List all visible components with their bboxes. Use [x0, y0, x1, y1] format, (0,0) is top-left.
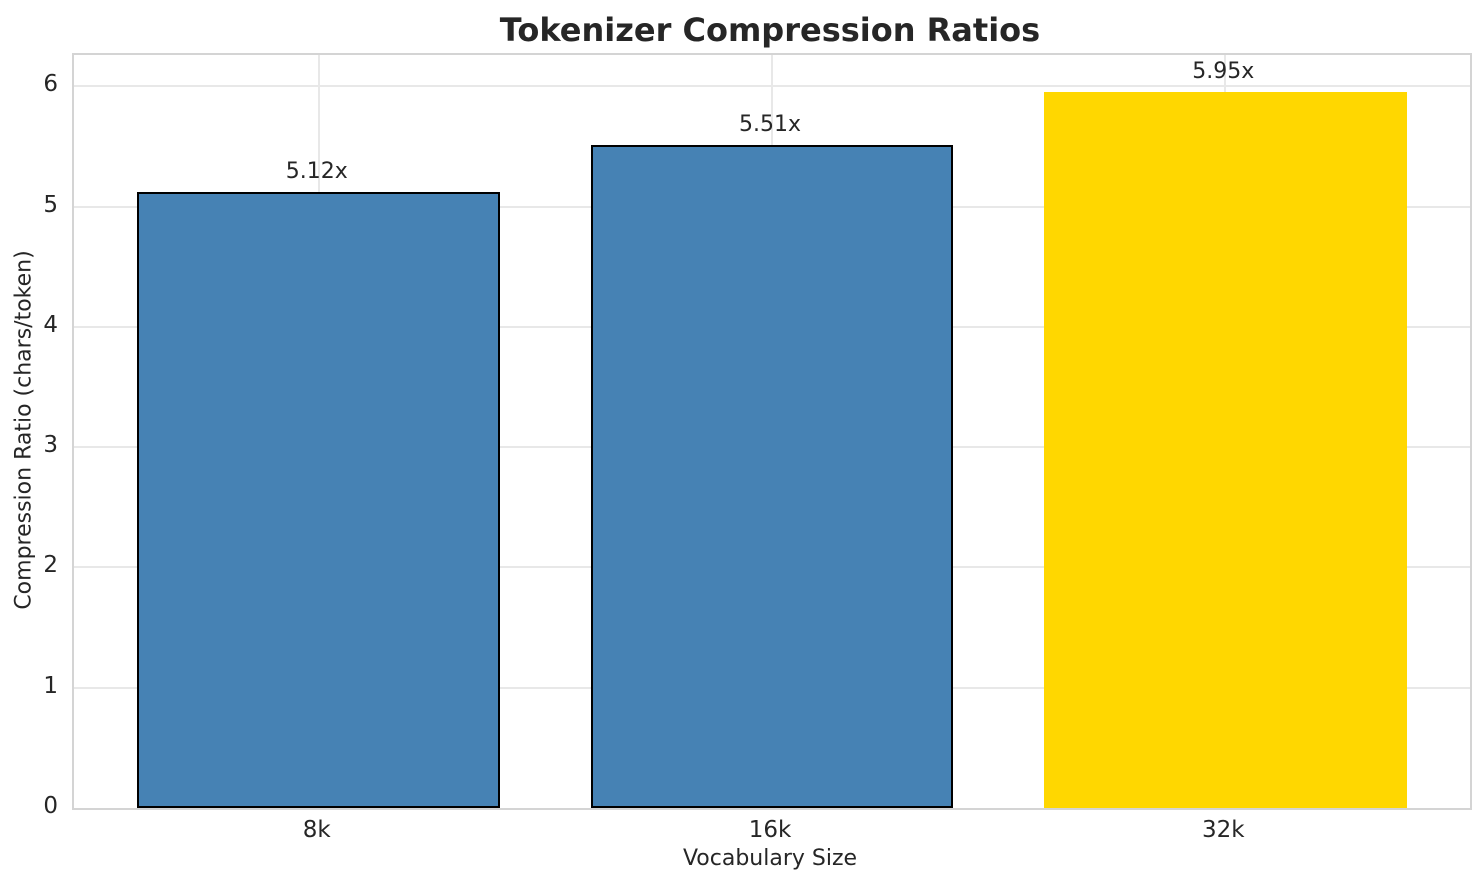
- y-tick-label: 0: [43, 793, 58, 819]
- bar-value-label: 5.12x: [285, 159, 348, 185]
- x-tick-label: 16k: [748, 817, 792, 843]
- y-tick-label: 1: [43, 672, 58, 699]
- bar-32k: [1043, 92, 1407, 808]
- bar-value-label: 5.51x: [738, 112, 802, 138]
- x-tick-label: 32k: [1201, 817, 1245, 843]
- y-tick-label: 3: [43, 432, 58, 459]
- x-tick-label: 8k: [302, 817, 331, 843]
- bar-16k: [590, 145, 954, 808]
- y-tick-label: 2: [43, 552, 58, 579]
- y-tick-label: 4: [43, 311, 58, 338]
- bar-8k: [137, 192, 501, 808]
- y-tick-label: 5: [43, 191, 58, 218]
- bar-value-label: 5.95x: [1192, 59, 1255, 85]
- plot-area: [72, 53, 1472, 810]
- x-axis-title: Vocabulary Size: [682, 846, 858, 871]
- y-tick-label: 6: [43, 71, 58, 98]
- chart-title: Tokenizer Compression Ratios: [499, 11, 1041, 49]
